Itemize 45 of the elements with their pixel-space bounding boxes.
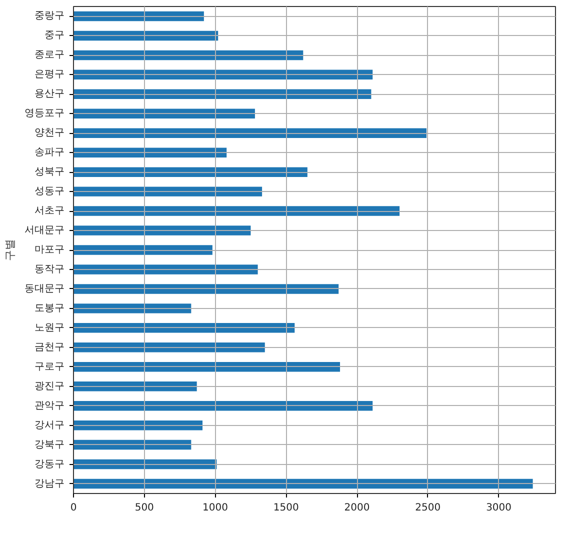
y-tick-label: 서대문구	[24, 225, 64, 236]
y-tick-label: 도봉구	[34, 302, 64, 314]
bar	[74, 362, 340, 372]
bar	[74, 148, 227, 158]
y-tick-label: 강남구	[34, 478, 64, 490]
bar	[74, 206, 400, 216]
y-tick-label: 강북구	[34, 439, 64, 450]
x-tick-label: 500	[134, 502, 154, 514]
bar	[74, 226, 251, 236]
x-tick-label: 3000	[486, 502, 512, 514]
y-tick-label: 동작구	[34, 264, 64, 275]
y-axis-title: 구별	[4, 239, 16, 261]
y-tick-label: 관악구	[34, 400, 64, 412]
y-tick-label: 중랑구	[34, 10, 64, 22]
y-tick-label: 성동구	[34, 186, 64, 198]
bar	[74, 167, 308, 177]
x-tick-label: 0	[70, 502, 77, 514]
y-tick-label: 중구	[44, 30, 64, 42]
y-tick-label: 마포구	[34, 244, 64, 256]
y-tick-label: 양천구	[34, 128, 64, 139]
y-tick-label: 성북구	[34, 166, 64, 178]
bar	[74, 323, 295, 333]
y-tick-label: 강동구	[34, 458, 64, 470]
y-tick-label: 종로구	[34, 50, 64, 61]
x-tick-label: 2000	[344, 502, 370, 514]
y-tick-label: 강서구	[34, 420, 64, 431]
y-tick-label: 송파구	[34, 147, 64, 158]
y-tick-label: 금천구	[34, 342, 64, 353]
y-tick-label: 노원구	[34, 322, 64, 334]
x-tick-label: 1000	[202, 502, 228, 514]
bar	[74, 304, 192, 314]
x-tick-label: 2500	[415, 502, 441, 514]
bar	[74, 342, 265, 352]
y-tick-label: 동대문구	[24, 283, 64, 294]
bar	[74, 186, 262, 196]
x-tick-label: 1500	[273, 502, 299, 514]
y-tick-label: 용산구	[34, 88, 64, 100]
y-tick-label: 영등포구	[24, 108, 64, 120]
y-tick-label: 구로구	[34, 361, 64, 372]
bar	[74, 264, 258, 274]
bar	[74, 284, 339, 294]
y-tick-label: 은평구	[34, 69, 64, 80]
bar	[74, 245, 212, 255]
y-tick-label: 광진구	[34, 380, 64, 392]
y-tick-label: 서초구	[34, 206, 64, 217]
